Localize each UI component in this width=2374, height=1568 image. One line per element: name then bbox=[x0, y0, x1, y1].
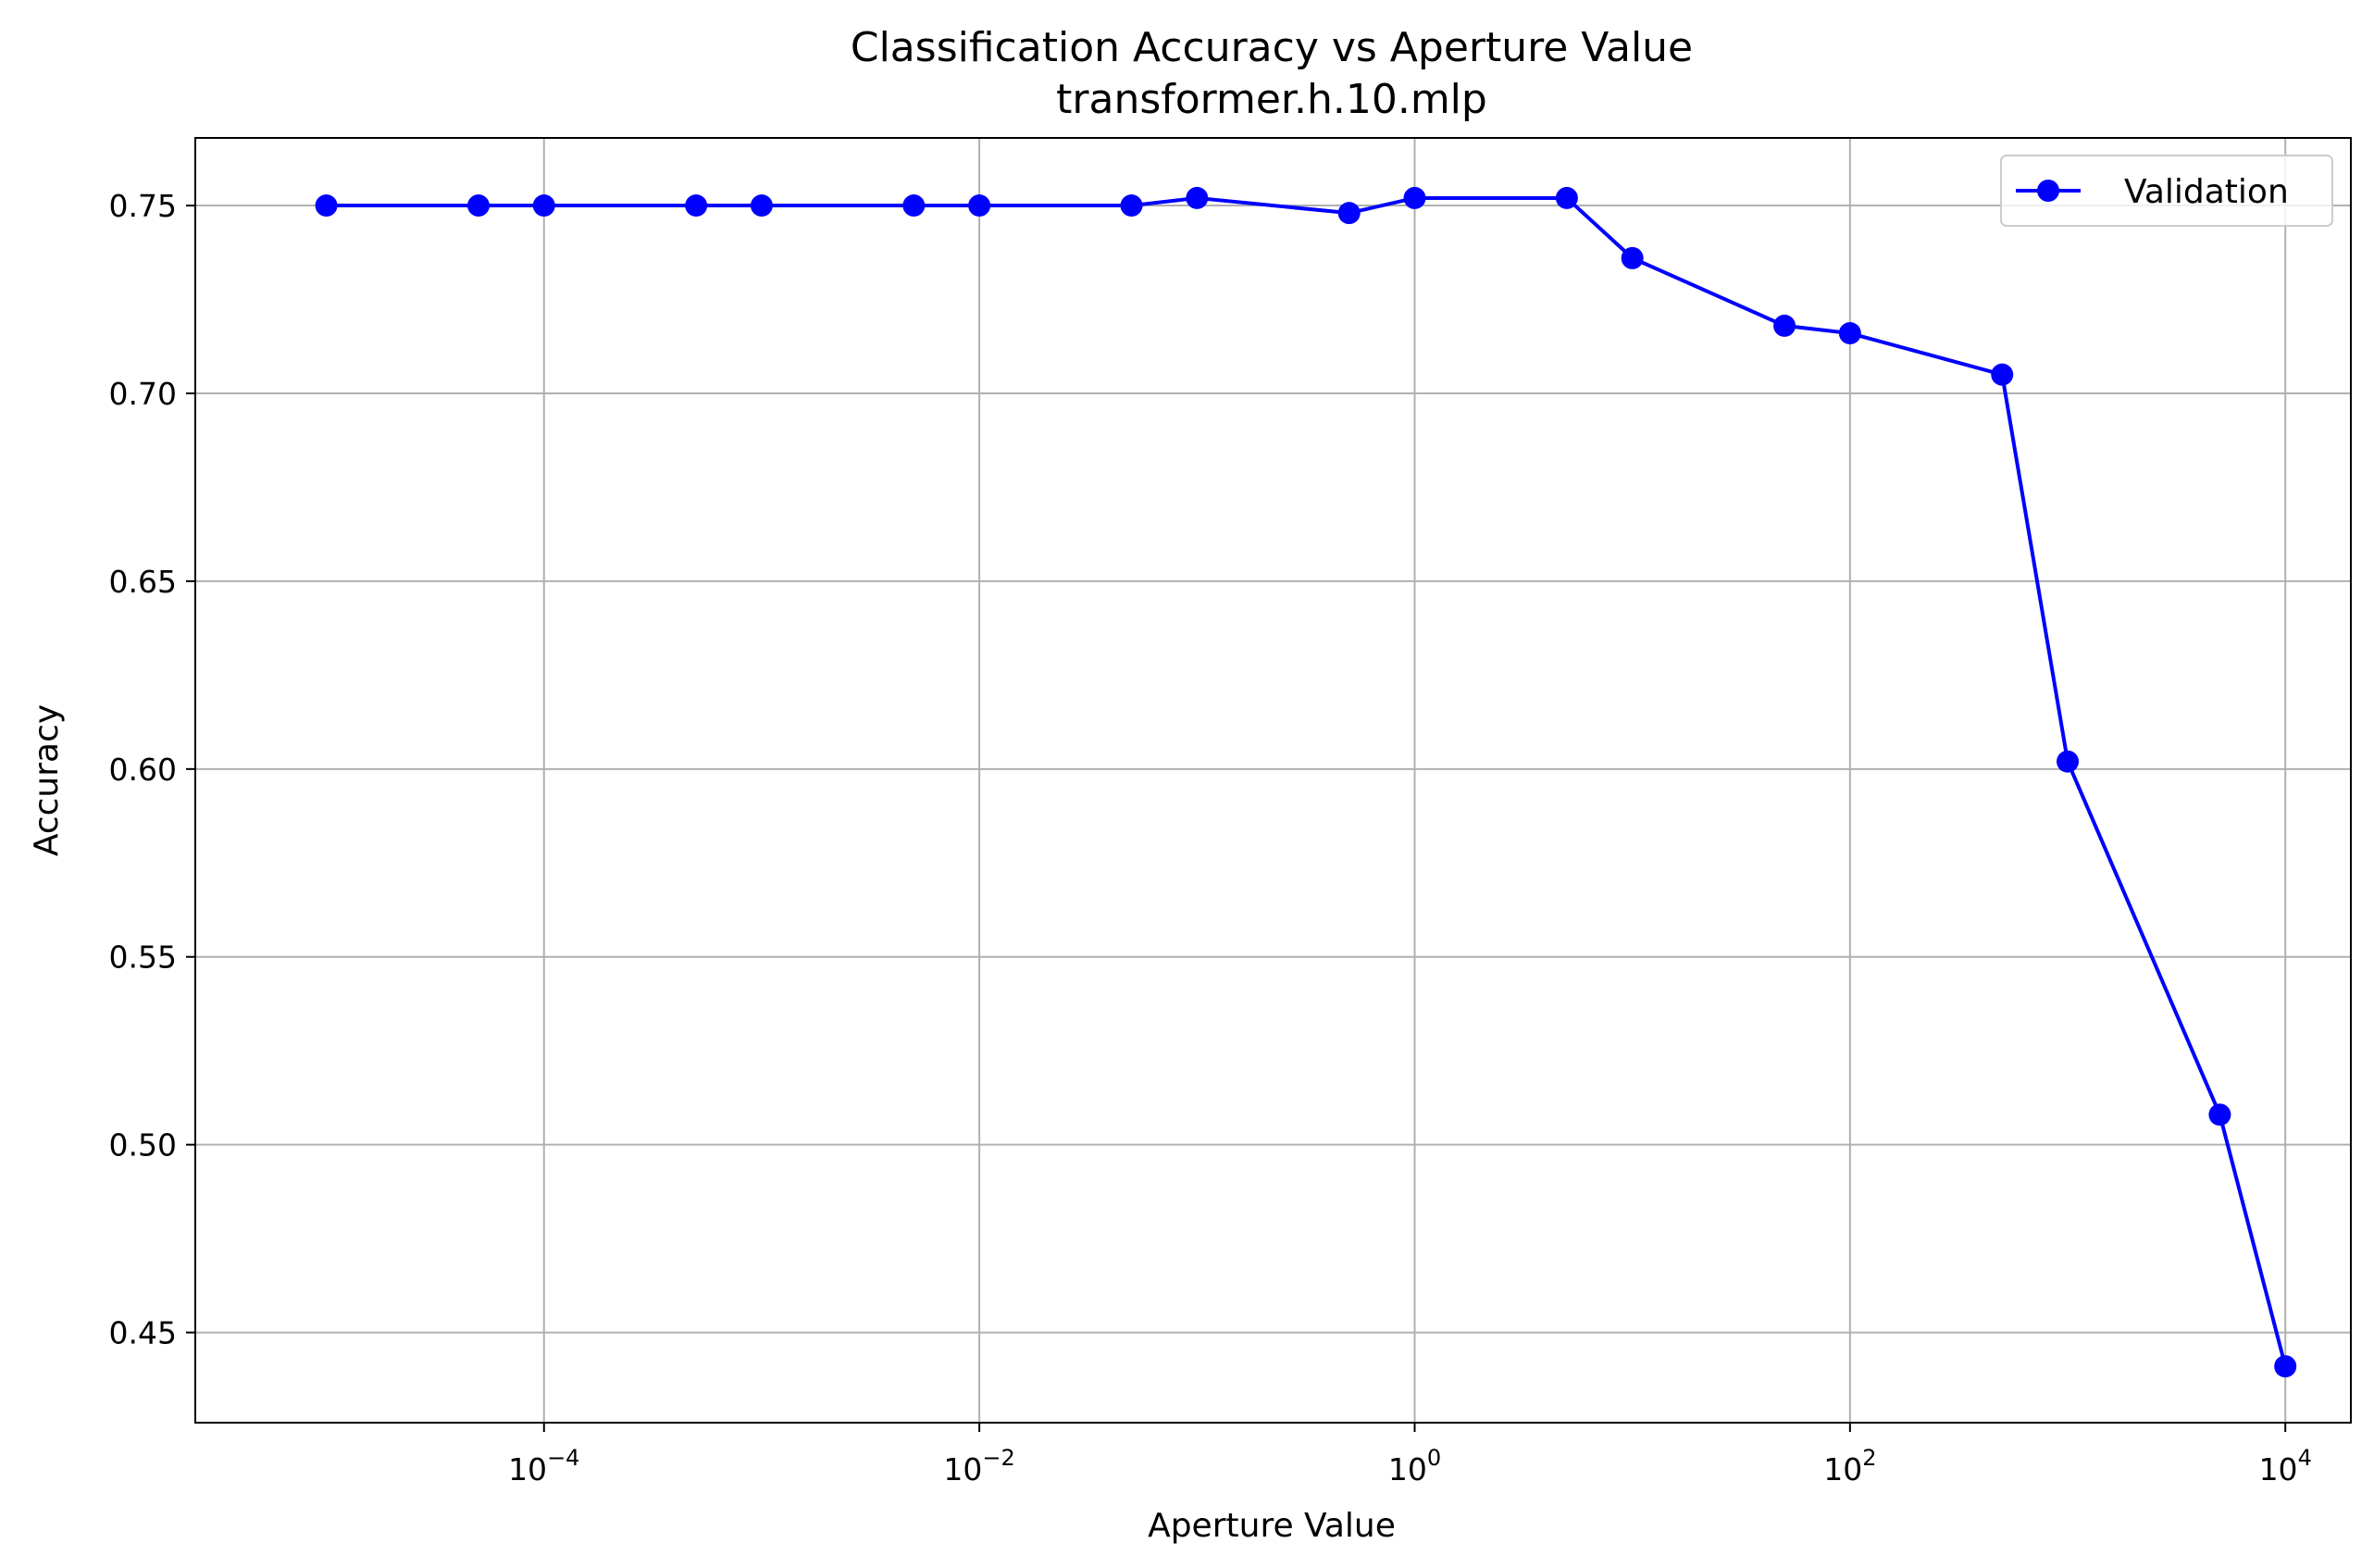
x-tick-label: 104 bbox=[2259, 1445, 2312, 1487]
data-point bbox=[315, 194, 338, 218]
data-point bbox=[2208, 1103, 2231, 1126]
data-point bbox=[532, 194, 555, 218]
data-point bbox=[1621, 246, 1644, 269]
data-point bbox=[685, 194, 708, 218]
legend-label-validation: Validation bbox=[2124, 173, 2289, 211]
plot-frame bbox=[194, 137, 2352, 1424]
y-tick-label: 0.55 bbox=[109, 940, 177, 976]
data-point bbox=[2274, 1355, 2297, 1378]
y-tick-label: 0.70 bbox=[109, 376, 177, 412]
x-tick-exponent: 2 bbox=[1862, 1445, 1876, 1471]
x-tick-label: 10−2 bbox=[943, 1445, 1014, 1487]
data-point bbox=[1403, 186, 1426, 209]
x-tick-base: 10 bbox=[1823, 1451, 1862, 1487]
x-tick-label: 100 bbox=[1388, 1445, 1441, 1487]
data-point bbox=[1555, 186, 1578, 209]
x-tick-base: 10 bbox=[1388, 1451, 1427, 1487]
x-tick-exponent: 0 bbox=[1427, 1445, 1441, 1471]
data-point bbox=[902, 194, 926, 218]
data-point bbox=[750, 194, 773, 218]
legend: Validation bbox=[2000, 155, 2333, 227]
x-axis-label: Aperture Value bbox=[1148, 1507, 1396, 1545]
data-point bbox=[1838, 322, 1861, 345]
data-point bbox=[1186, 186, 1209, 209]
legend-marker-swatch bbox=[2037, 180, 2059, 202]
data-series bbox=[315, 186, 2297, 1378]
x-tick-exponent: −4 bbox=[547, 1445, 579, 1471]
y-tick-label: 0.65 bbox=[109, 564, 177, 600]
data-point bbox=[968, 194, 991, 218]
x-tick-exponent: 4 bbox=[2298, 1445, 2312, 1471]
x-tick-exponent: −2 bbox=[982, 1445, 1014, 1471]
y-tick-label: 0.60 bbox=[109, 752, 177, 788]
chart-subtitle: transformer.h.10.mlp bbox=[1056, 76, 1487, 123]
data-point bbox=[466, 194, 490, 218]
data-point bbox=[1773, 314, 1796, 337]
y-axis-label: Accuracy bbox=[28, 704, 66, 856]
y-tick-label: 0.75 bbox=[109, 188, 177, 224]
data-point bbox=[1991, 363, 2014, 386]
x-tick-base: 10 bbox=[508, 1451, 547, 1487]
data-point bbox=[1337, 202, 1361, 225]
data-point bbox=[1120, 194, 1143, 218]
y-tick-label: 0.50 bbox=[109, 1127, 177, 1164]
y-tick-label: 0.45 bbox=[109, 1315, 177, 1351]
x-tick-base: 10 bbox=[2259, 1451, 2298, 1487]
grid bbox=[195, 138, 2351, 1423]
data-point bbox=[2057, 750, 2080, 773]
legend-box bbox=[2000, 155, 2333, 227]
x-tick-label: 102 bbox=[1823, 1445, 1876, 1487]
x-tick-label: 10−4 bbox=[508, 1445, 579, 1487]
x-tick-base: 10 bbox=[943, 1451, 982, 1487]
chart-title: Classification Accuracy vs Aperture Valu… bbox=[851, 24, 1693, 71]
